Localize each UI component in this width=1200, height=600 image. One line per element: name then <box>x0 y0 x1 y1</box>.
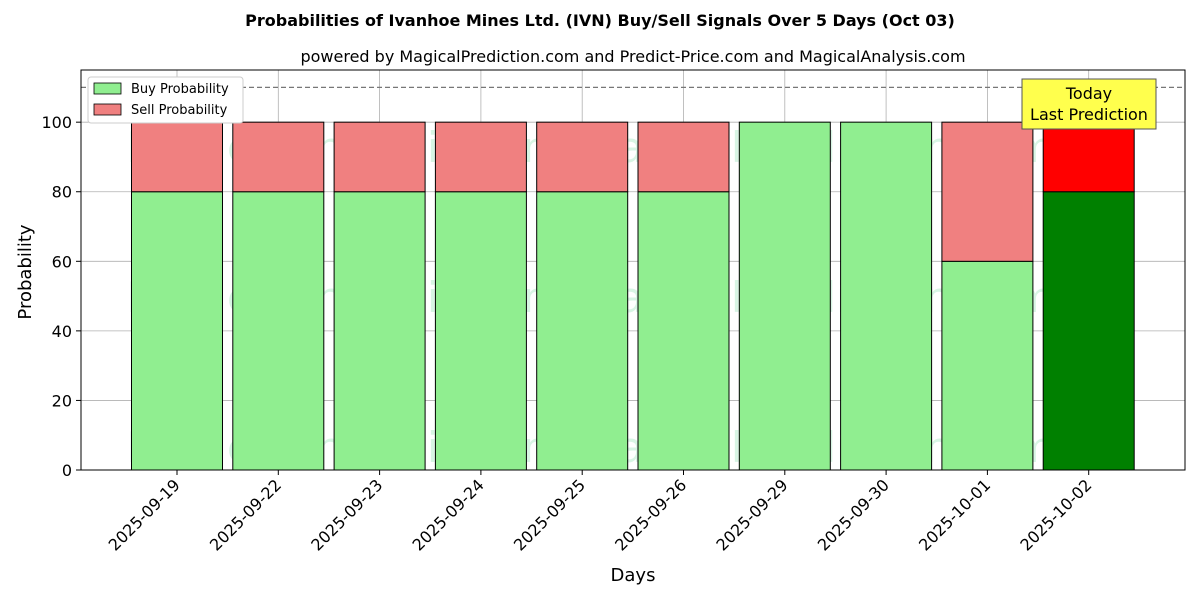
bar-sell-2025-09-23 <box>333 121 426 193</box>
x-tick-label: 2025-09-19 <box>105 475 184 554</box>
bar-buy-2025-10-02 <box>1042 191 1135 471</box>
bar-buy-2025-09-26 <box>637 191 730 471</box>
x-tick-label: 2025-09-23 <box>307 475 386 554</box>
y-tick-label: 0 <box>62 461 72 480</box>
legend-frame <box>87 76 244 124</box>
bar-buy-2025-09-24 <box>434 191 527 471</box>
x-tick-label: 2025-10-02 <box>1016 475 1095 554</box>
x-tick-label: 2025-10-01 <box>915 475 994 554</box>
x-tick-label: 2025-09-29 <box>712 475 791 554</box>
bar-buy-2025-09-25 <box>536 191 629 471</box>
bar-buy-2025-09-29 <box>738 121 831 471</box>
x-tick-label: 2025-09-30 <box>814 475 893 554</box>
bar-sell-2025-09-26 <box>637 121 730 193</box>
bar-sell-2025-09-22 <box>232 121 325 193</box>
annotation-line-2: Last Prediction <box>1030 105 1148 124</box>
y-tick-label: 40 <box>52 322 72 341</box>
chart-title: Probabilities of Ivanhoe Mines Ltd. (IVN… <box>245 11 955 30</box>
bar-buy-2025-09-23 <box>333 191 426 471</box>
bars <box>131 121 1135 471</box>
annotation-line-1: Today <box>1065 84 1112 103</box>
today-annotation: Today Last Prediction <box>1021 78 1157 130</box>
x-axis-label: Days <box>611 565 656 586</box>
bar-buy-2025-09-19 <box>131 191 223 471</box>
plot-frame <box>80 69 1186 471</box>
chart-subtitle: powered by MagicalPrediction.com and Pre… <box>300 47 965 66</box>
bar-sell-2025-09-25 <box>536 121 629 193</box>
legend-swatch-sell <box>93 103 122 116</box>
bar-buy-2025-09-30 <box>840 121 933 471</box>
x-tick-label: 2025-09-25 <box>510 475 589 554</box>
legend-swatch-buy <box>93 82 122 95</box>
y-tick-label: 60 <box>52 252 72 271</box>
x-tick-label: 2025-09-24 <box>409 475 488 554</box>
bar-sell-2025-10-01 <box>941 121 1034 262</box>
bar-buy-2025-10-01 <box>941 260 1034 471</box>
x-tick-label: 2025-09-26 <box>611 475 690 554</box>
bar-sell-2025-10-02 <box>1042 121 1135 193</box>
legend: Buy Probability Sell Probability <box>87 76 244 124</box>
x-tick-label: 2025-09-22 <box>206 475 285 554</box>
bar-sell-2025-09-24 <box>434 121 527 193</box>
legend-label-buy: Buy Probability <box>131 82 229 97</box>
y-tick-label: 80 <box>52 183 72 202</box>
annotation-box <box>1021 78 1157 130</box>
bar-sell-2025-09-19 <box>131 121 223 193</box>
y-tick-label: 20 <box>52 391 72 410</box>
y-tick-label: 100 <box>41 113 72 132</box>
bar-buy-2025-09-22 <box>232 191 325 471</box>
legend-label-sell: Sell Probability <box>131 103 228 118</box>
y-axis-label: Probability <box>15 224 36 319</box>
